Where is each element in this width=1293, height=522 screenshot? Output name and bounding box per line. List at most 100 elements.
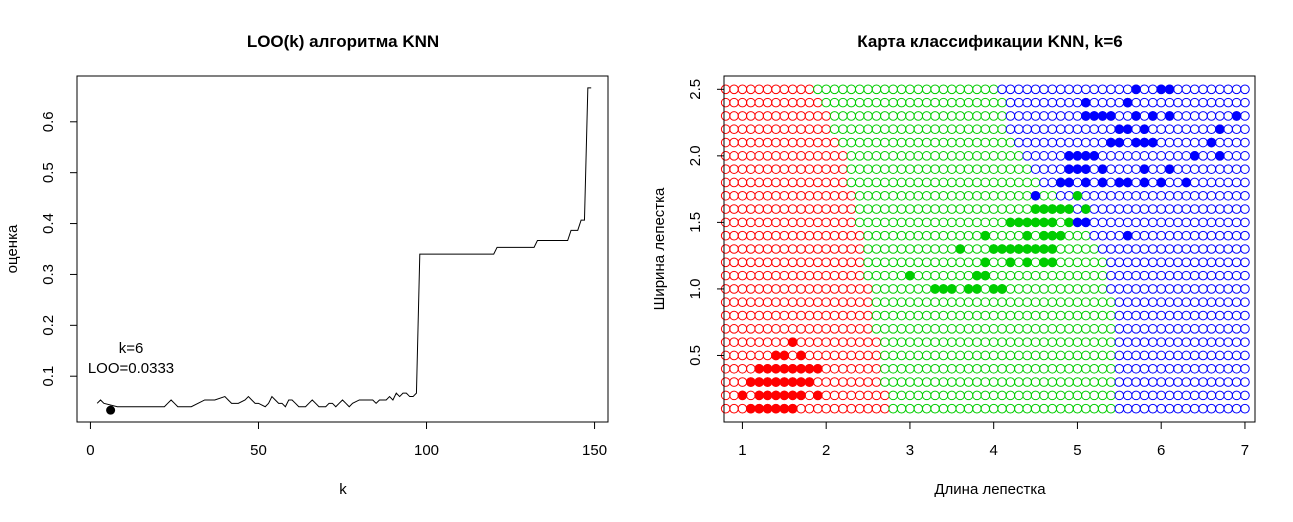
grid-point	[762, 230, 773, 241]
grid-point	[880, 97, 890, 108]
grid-point	[1064, 230, 1074, 241]
map-y-tick-label: 2.0	[687, 145, 704, 166]
grid-point	[1106, 151, 1116, 161]
grid-point	[1181, 137, 1192, 148]
grid-point	[863, 310, 873, 321]
grid-point	[1181, 111, 1192, 121]
grid-point	[1131, 257, 1141, 268]
grid-point	[947, 337, 957, 347]
grid-point	[1148, 284, 1158, 294]
grid-point	[913, 403, 924, 414]
grid-point	[988, 204, 999, 214]
grid-point	[871, 204, 882, 214]
grid-point	[1223, 190, 1233, 201]
grid-point	[1189, 257, 1200, 268]
grid-point	[1223, 403, 1233, 414]
grid-point	[1131, 310, 1141, 321]
grid-point	[1089, 297, 1099, 308]
grid-point	[813, 124, 823, 135]
grid-point	[947, 111, 957, 121]
grid-point	[980, 324, 991, 334]
grid-point	[863, 257, 873, 268]
grid-point	[720, 137, 731, 148]
grid-point	[787, 230, 798, 241]
grid-point	[1005, 350, 1016, 361]
map-y-tick-label: 1.5	[687, 212, 704, 233]
grid-point	[988, 350, 999, 361]
observation-point-versicolor	[1030, 217, 1041, 228]
grid-point	[1081, 390, 1091, 401]
grid-point	[796, 97, 806, 108]
grid-point	[1014, 177, 1024, 188]
grid-point	[1114, 310, 1125, 321]
grid-point	[762, 324, 773, 334]
grid-point	[1106, 84, 1116, 95]
grid-point	[1106, 284, 1116, 294]
grid-point	[746, 151, 756, 161]
observation-point-setosa	[796, 350, 806, 361]
grid-point	[930, 337, 940, 347]
grid-point	[871, 217, 882, 228]
grid-point	[1097, 377, 1108, 387]
grid-point	[762, 151, 773, 161]
grid-point	[838, 177, 848, 188]
grid-point	[1189, 337, 1200, 347]
grid-point	[1215, 177, 1225, 188]
grid-point	[1198, 390, 1208, 401]
grid-point	[1198, 297, 1208, 308]
observation-point-setosa	[762, 363, 773, 374]
grid-point	[1064, 297, 1074, 308]
grid-point	[888, 230, 898, 241]
grid-point	[988, 377, 999, 387]
grid-point	[1005, 363, 1016, 374]
grid-point	[863, 217, 873, 228]
grid-point	[754, 204, 764, 214]
grid-point	[737, 324, 748, 334]
grid-point	[838, 363, 848, 374]
grid-point	[804, 310, 815, 321]
grid-point	[771, 297, 781, 308]
grid-point	[1072, 84, 1083, 95]
grid-point	[1148, 270, 1158, 281]
grid-point	[762, 217, 773, 228]
grid-point	[1089, 310, 1099, 321]
grid-point	[1215, 403, 1225, 414]
grid-point	[963, 390, 974, 401]
observation-point-setosa	[746, 377, 756, 387]
observation-point-setosa	[762, 390, 773, 401]
grid-point	[972, 337, 982, 347]
grid-point	[720, 97, 731, 108]
grid-point	[754, 350, 764, 361]
grid-point	[871, 350, 882, 361]
grid-point	[746, 204, 756, 214]
grid-point	[1055, 111, 1066, 121]
observation-point-versicolor	[1047, 217, 1058, 228]
observation-point-virginica	[1081, 111, 1091, 121]
grid-point	[1089, 390, 1099, 401]
grid-point	[1131, 190, 1141, 201]
grid-point	[720, 257, 731, 268]
grid-point	[988, 177, 999, 188]
observation-point-versicolor	[1047, 230, 1058, 241]
grid-point	[796, 310, 806, 321]
grid-point	[1148, 230, 1158, 241]
grid-point	[1089, 84, 1099, 95]
grid-point	[1106, 363, 1116, 374]
grid-point	[913, 97, 924, 108]
grid-point	[1122, 151, 1133, 161]
grid-point	[762, 284, 773, 294]
grid-point	[1223, 284, 1233, 294]
grid-point	[1148, 151, 1158, 161]
grid-point	[1206, 403, 1217, 414]
grid-point	[1206, 310, 1217, 321]
grid-point	[1022, 164, 1032, 174]
loo-x-tick-label: 150	[582, 442, 607, 459]
grid-point	[762, 84, 773, 95]
grid-point	[1014, 137, 1024, 148]
grid-point	[1231, 217, 1242, 228]
grid-point	[838, 204, 848, 214]
grid-point	[1005, 310, 1016, 321]
grid-point	[846, 217, 857, 228]
grid-point	[1223, 217, 1233, 228]
grid-point	[930, 190, 940, 201]
